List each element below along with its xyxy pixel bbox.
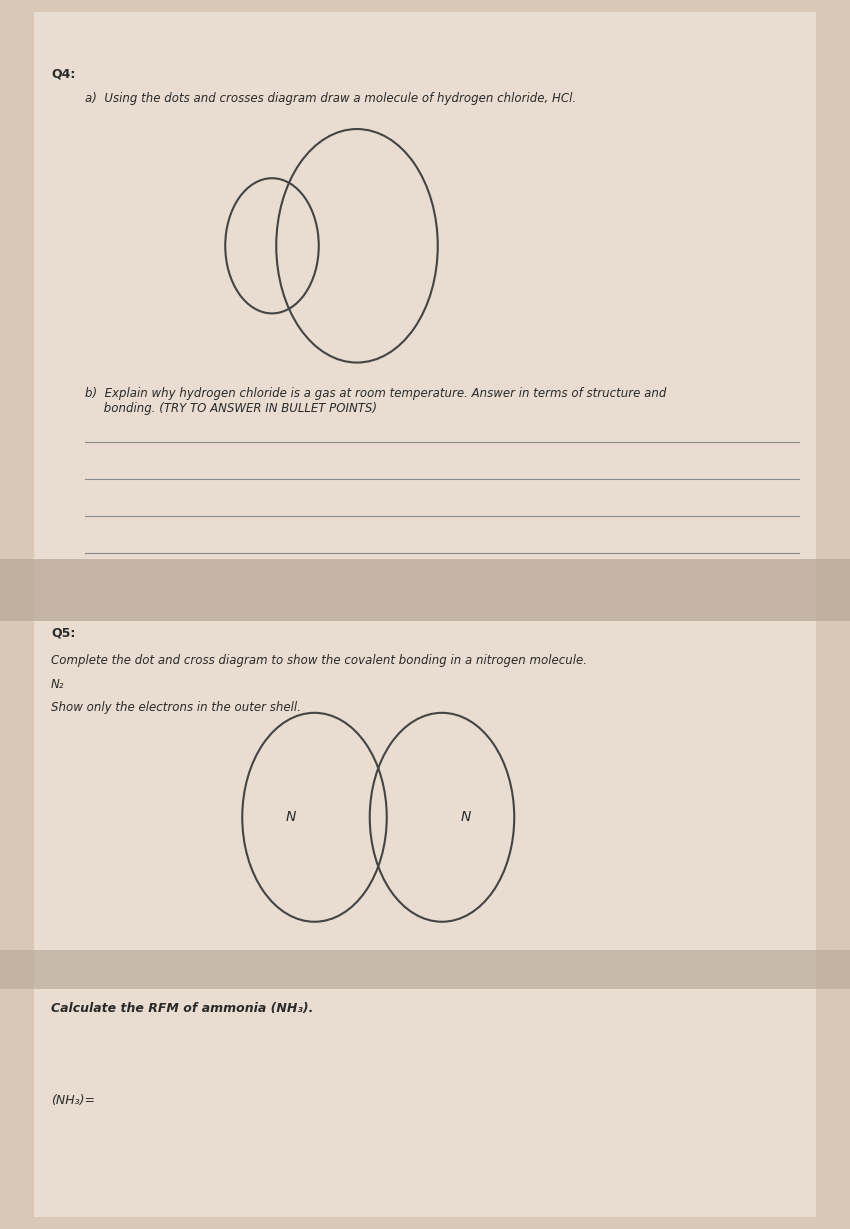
Text: N: N (461, 810, 471, 825)
FancyBboxPatch shape (0, 559, 850, 621)
Text: Calculate the RFM of ammonia (NH₃).: Calculate the RFM of ammonia (NH₃). (51, 1002, 314, 1015)
Text: Q4:: Q4: (51, 68, 76, 81)
Text: Complete the dot and cross diagram to show the covalent bonding in a nitrogen mo: Complete the dot and cross diagram to sh… (51, 654, 587, 667)
Text: b)  Explain why hydrogen chloride is a gas at room temperature. Answer in terms : b) Explain why hydrogen chloride is a ga… (85, 387, 666, 415)
Text: (NH₃)=: (NH₃)= (51, 1094, 95, 1107)
Text: N: N (286, 810, 296, 825)
FancyBboxPatch shape (0, 950, 850, 989)
Text: N₂: N₂ (51, 678, 65, 692)
FancyBboxPatch shape (34, 12, 816, 1217)
Text: Show only the electrons in the outer shell.: Show only the electrons in the outer she… (51, 701, 301, 714)
Text: a)  Using the dots and crosses diagram draw a molecule of hydrogen chloride, HCl: a) Using the dots and crosses diagram dr… (85, 92, 576, 106)
Text: Q5:: Q5: (51, 627, 76, 640)
